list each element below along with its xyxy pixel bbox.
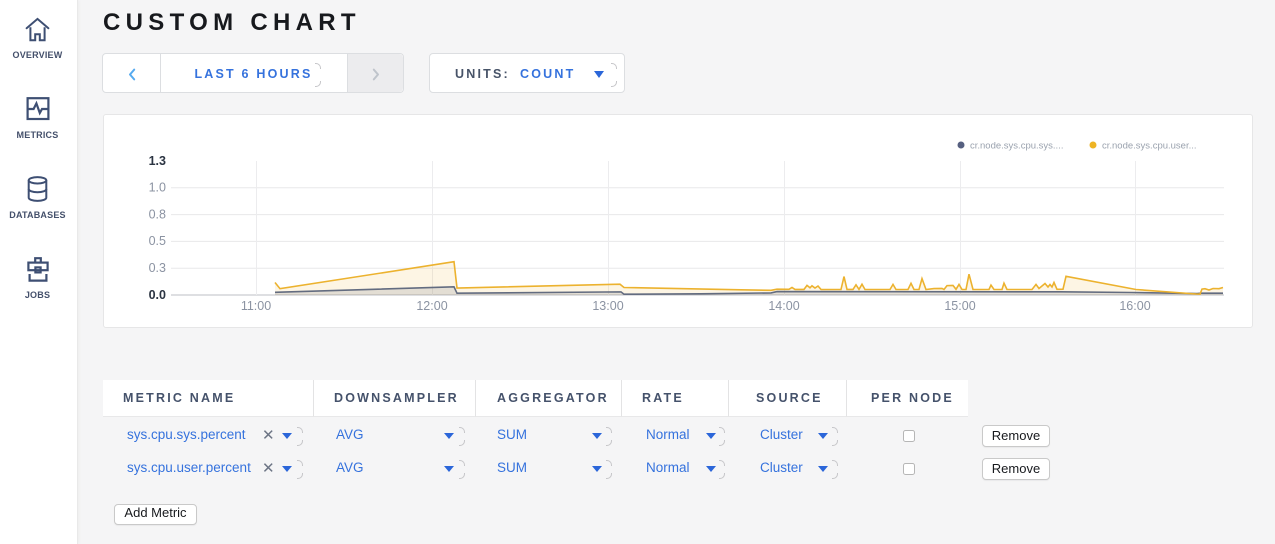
svg-text:0.5: 0.5 (149, 234, 166, 248)
svg-text:13:00: 13:00 (592, 299, 623, 313)
svg-text:11:00: 11:00 (241, 299, 271, 313)
svg-text:1.0: 1.0 (149, 181, 166, 195)
svg-text:12:00: 12:00 (416, 299, 447, 313)
svg-text:0.8: 0.8 (149, 207, 166, 221)
svg-text:1.3: 1.3 (149, 154, 166, 168)
svg-text:16:00: 16:00 (1119, 299, 1150, 313)
svg-text:14:00: 14:00 (768, 299, 799, 313)
svg-text:15:00: 15:00 (944, 299, 975, 313)
svg-text:cr.node.sys.cpu.user...: cr.node.sys.cpu.user... (1102, 141, 1197, 152)
svg-text:0.0: 0.0 (149, 288, 166, 302)
svg-text:cr.node.sys.cpu.sys....: cr.node.sys.cpu.sys.... (970, 141, 1063, 152)
svg-text:0.3: 0.3 (149, 261, 166, 275)
